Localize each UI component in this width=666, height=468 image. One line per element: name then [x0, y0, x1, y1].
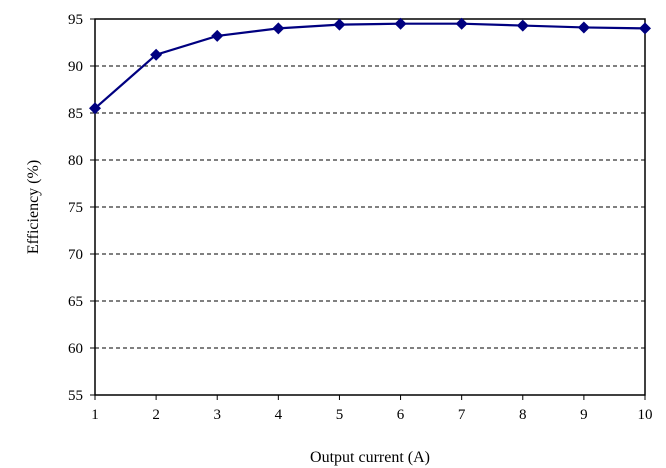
- y-tick-label: 60: [68, 341, 83, 357]
- y-tick-label: 75: [68, 200, 83, 216]
- x-tick-label: 6: [397, 407, 405, 423]
- data-point: [516, 19, 529, 32]
- x-tick-label: 5: [336, 407, 344, 423]
- data-point: [150, 48, 163, 61]
- data-point: [577, 21, 590, 34]
- data-point: [211, 29, 224, 42]
- y-tick-label: 85: [68, 106, 83, 122]
- data-point: [394, 17, 407, 30]
- y-tick-label: 55: [68, 388, 83, 404]
- data-point: [455, 17, 468, 30]
- x-tick-label: 1: [91, 407, 99, 423]
- x-tick-label: 7: [458, 407, 466, 423]
- y-axis-ticks: 55 60 65 70 75 80 85 90 95: [68, 12, 95, 404]
- y-tick-label: 65: [68, 294, 83, 310]
- x-axis-title: Output current (A): [310, 449, 430, 466]
- y-axis-title: Efficiency (%): [25, 160, 42, 254]
- data-point: [89, 102, 101, 115]
- y-tick-label: 90: [68, 59, 83, 75]
- x-tick-label: 8: [519, 407, 527, 423]
- y-tick-label: 70: [68, 247, 83, 263]
- series-line: [94, 22, 646, 110]
- data-point: [333, 18, 346, 31]
- series-group: [89, 17, 651, 115]
- x-tick-label: 10: [638, 407, 653, 423]
- data-point: [639, 22, 651, 35]
- x-axis-ticks: 1 2 3 4 5 6 7 8 9 10: [91, 395, 653, 423]
- data-point: [272, 22, 285, 35]
- y-tick-label: 80: [68, 153, 83, 169]
- y-tick-label: 95: [68, 12, 83, 28]
- x-tick-label: 9: [580, 407, 588, 423]
- x-tick-label: 4: [275, 407, 283, 423]
- x-tick-label: 3: [213, 407, 221, 423]
- x-tick-label: 2: [152, 407, 160, 423]
- grid-lines: [95, 65, 645, 349]
